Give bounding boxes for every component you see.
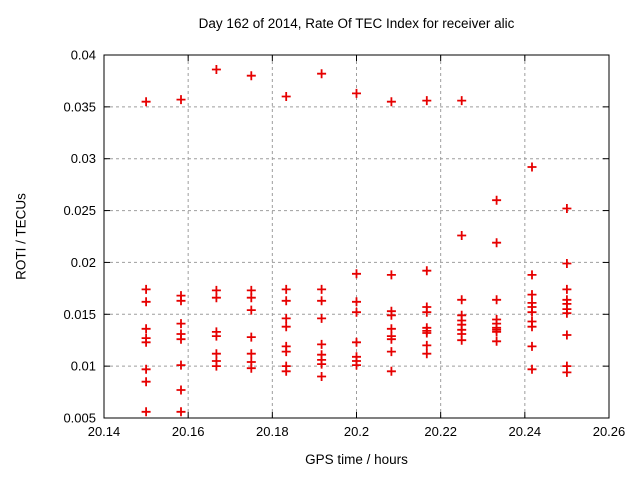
- data-point-marker: [176, 360, 186, 370]
- data-point-marker: [317, 313, 327, 323]
- data-point-marker: [386, 334, 396, 344]
- data-point-marker: [562, 284, 572, 294]
- data-point-marker: [492, 195, 502, 205]
- x-tick-label: 20.26: [593, 424, 626, 439]
- data-point-marker: [422, 307, 432, 317]
- data-point-marker: [422, 96, 432, 106]
- data-point-marker: [457, 335, 467, 345]
- data-point-marker: [246, 349, 256, 359]
- data-point-marker: [141, 364, 151, 374]
- y-tick-label: 0.035: [63, 99, 96, 114]
- data-point-marker: [246, 71, 256, 81]
- y-tick-label: 0.025: [63, 203, 96, 218]
- data-point-marker: [141, 297, 151, 307]
- data-point-marker: [176, 385, 186, 395]
- chart-title: Day 162 of 2014, Rate Of TEC Index for r…: [198, 16, 515, 31]
- x-axis-label: GPS time / hours: [305, 452, 408, 467]
- data-point-marker: [211, 65, 221, 74]
- data-point-marker: [562, 259, 572, 268]
- data-point-marker: [457, 231, 467, 240]
- y-tick-label: 0.03: [71, 151, 96, 166]
- x-tick-label: 20.16: [172, 424, 205, 439]
- data-point-marker: [386, 347, 396, 357]
- plot-border: [103, 54, 610, 419]
- data-point-marker: [141, 284, 151, 294]
- data-point-marker: [176, 95, 186, 105]
- data-point-marker: [176, 334, 186, 344]
- data-point-marker: [246, 293, 256, 303]
- x-tick-label: 20.2: [344, 424, 369, 439]
- data-point-marker: [317, 372, 327, 381]
- data-point-marker: [386, 97, 396, 107]
- x-tick-label: 20.18: [256, 424, 289, 439]
- data-point-marker: [386, 270, 396, 280]
- data-point-marker: [281, 366, 291, 376]
- y-tick-label: 0.04: [71, 48, 96, 63]
- data-point-marker: [527, 322, 537, 332]
- y-tick-label: 0.02: [71, 255, 96, 270]
- data-point-marker: [562, 308, 572, 318]
- data-point-marker: [352, 88, 361, 98]
- data-point-marker: [281, 284, 291, 294]
- data-point-marker: [281, 313, 291, 323]
- y-tick-label: 0.005: [63, 411, 96, 426]
- data-point-marker: [281, 347, 291, 357]
- data-point-marker: [141, 97, 151, 107]
- data-point-marker: [176, 407, 186, 417]
- y-tick-label: 0.01: [71, 359, 96, 374]
- data-point-marker: [317, 296, 327, 306]
- data-point-marker: [352, 297, 361, 307]
- data-point-marker: [352, 337, 361, 347]
- data-point-marker: [422, 340, 432, 350]
- data-point-marker: [386, 366, 396, 376]
- y-tick-label: 0.015: [63, 307, 96, 322]
- x-tick-label: 20.24: [509, 424, 542, 439]
- data-point-marker: [281, 296, 291, 306]
- data-point-marker: [527, 364, 537, 374]
- data-point-marker: [562, 367, 572, 377]
- data-point-marker: [176, 296, 186, 306]
- data-point-marker: [246, 332, 256, 342]
- data-point-marker: [141, 407, 151, 417]
- data-point-marker: [141, 337, 151, 347]
- data-point-marker: [317, 284, 327, 294]
- data-point-marker: [317, 339, 327, 349]
- data-point-marker: [211, 331, 221, 341]
- data-point-marker: [246, 363, 256, 373]
- data-point-marker: [422, 266, 432, 276]
- data-point-marker: [422, 349, 432, 359]
- data-point-marker: [317, 359, 327, 369]
- data-point-marker: [422, 328, 432, 338]
- data-point-marker: [281, 322, 291, 332]
- data-point-marker: [176, 319, 186, 329]
- data-point-marker: [527, 290, 537, 300]
- data-point-marker: [352, 269, 361, 279]
- x-tick-label: 20.22: [424, 424, 457, 439]
- data-point-marker: [352, 360, 361, 370]
- data-point-marker: [386, 310, 396, 320]
- data-point-marker: [527, 162, 537, 172]
- data-point-marker: [527, 307, 537, 317]
- data-point-marker: [141, 377, 151, 387]
- data-point-marker: [562, 204, 572, 213]
- data-point-marker: [246, 305, 256, 315]
- data-point-marker: [527, 270, 537, 280]
- data-point-marker: [457, 96, 467, 106]
- data-point-marker: [492, 238, 502, 248]
- data-point-marker: [527, 341, 537, 351]
- data-point-marker: [492, 336, 502, 346]
- data-point-marker: [562, 330, 572, 340]
- data-point-marker: [492, 327, 502, 337]
- data-point-marker: [457, 295, 467, 305]
- data-point-marker: [492, 295, 502, 305]
- data-point-marker: [317, 69, 327, 79]
- data-point-marker: [281, 92, 291, 101]
- x-tick-label: 20.14: [88, 424, 121, 439]
- data-point-marker: [211, 293, 221, 303]
- data-point-marker: [352, 307, 361, 317]
- data-point-marker: [141, 324, 151, 334]
- data-point-marker: [211, 361, 221, 371]
